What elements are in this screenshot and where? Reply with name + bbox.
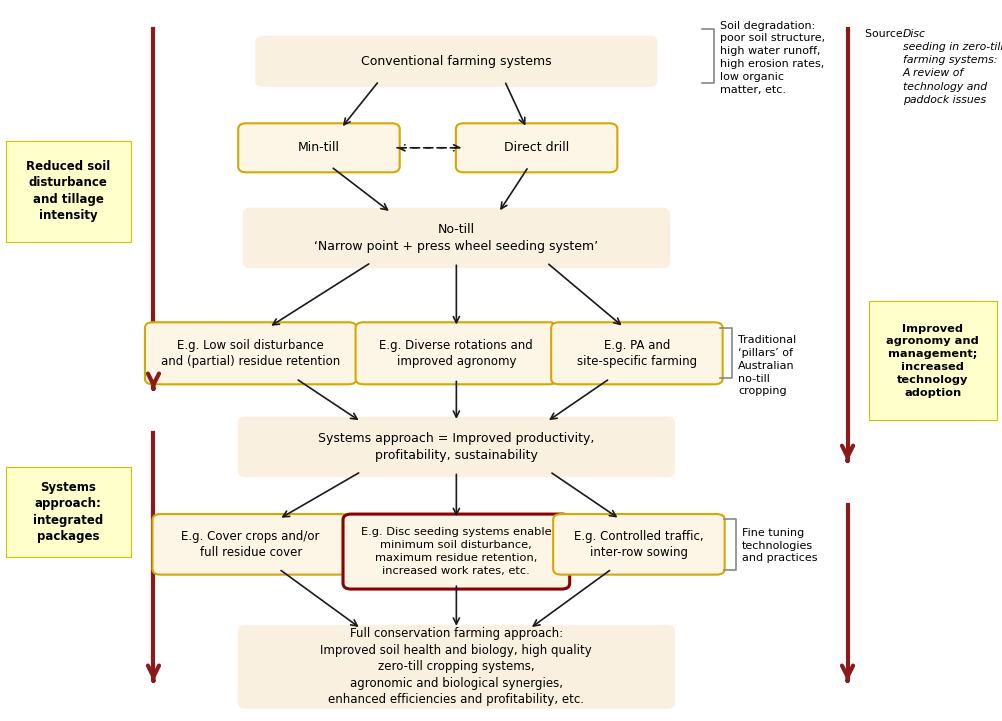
Text: Fine tuning
technologies
and practices: Fine tuning technologies and practices bbox=[741, 528, 817, 563]
Text: Reduced soil
disturbance
and tillage
intensity: Reduced soil disturbance and tillage int… bbox=[26, 160, 110, 222]
Text: Min-till: Min-till bbox=[298, 141, 340, 154]
Text: No-till
‘Narrow point + press wheel seeding system’: No-till ‘Narrow point + press wheel seed… bbox=[314, 224, 598, 252]
Text: Disc
seeding in zero-till
farming systems:
A review of
technology and
paddock is: Disc seeding in zero-till farming system… bbox=[902, 29, 1002, 105]
FancyBboxPatch shape bbox=[551, 322, 721, 384]
FancyBboxPatch shape bbox=[456, 123, 616, 172]
Text: Improved
agronomy and
management;
increased
technology
adoption: Improved agronomy and management; increa… bbox=[886, 324, 978, 397]
FancyBboxPatch shape bbox=[553, 514, 723, 575]
Text: E.g. Disc seeding systems enable
minimum soil disturbance,
maximum residue reten: E.g. Disc seeding systems enable minimum… bbox=[361, 527, 551, 576]
FancyBboxPatch shape bbox=[144, 322, 357, 384]
FancyBboxPatch shape bbox=[6, 141, 130, 242]
Text: E.g. Controlled traffic,
inter-row sowing: E.g. Controlled traffic, inter-row sowin… bbox=[573, 530, 703, 559]
Text: E.g. PA and
site-specific farming: E.g. PA and site-specific farming bbox=[576, 339, 696, 368]
Text: Soil degradation:
poor soil structure,
high water runoff,
high erosion rates,
lo: Soil degradation: poor soil structure, h… bbox=[719, 21, 825, 94]
Text: Full conservation farming approach:
Improved soil health and biology, high quali: Full conservation farming approach: Impr… bbox=[321, 627, 591, 707]
FancyBboxPatch shape bbox=[343, 514, 569, 589]
FancyBboxPatch shape bbox=[255, 35, 657, 87]
FancyBboxPatch shape bbox=[242, 208, 669, 268]
Text: E.g. Diverse rotations and
improved agronomy: E.g. Diverse rotations and improved agro… bbox=[379, 339, 533, 368]
FancyBboxPatch shape bbox=[868, 301, 996, 420]
FancyBboxPatch shape bbox=[356, 322, 557, 384]
FancyBboxPatch shape bbox=[6, 467, 130, 557]
Text: Source:: Source: bbox=[864, 29, 909, 39]
Text: Systems approach = Improved productivity,
profitability, sustainability: Systems approach = Improved productivity… bbox=[318, 433, 594, 461]
Text: Systems
approach:
integrated
packages: Systems approach: integrated packages bbox=[33, 481, 103, 543]
FancyBboxPatch shape bbox=[237, 417, 674, 477]
Text: Direct drill: Direct drill bbox=[503, 141, 569, 154]
FancyBboxPatch shape bbox=[238, 123, 399, 172]
Text: Conventional farming systems: Conventional farming systems bbox=[361, 55, 551, 68]
Text: E.g. Cover crops and/or
full residue cover: E.g. Cover crops and/or full residue cov… bbox=[181, 530, 320, 559]
Text: Traditional
‘pillars’ of
Australian
no-till
cropping: Traditional ‘pillars’ of Australian no-t… bbox=[737, 335, 796, 397]
FancyBboxPatch shape bbox=[237, 625, 674, 709]
FancyBboxPatch shape bbox=[152, 514, 349, 575]
Text: E.g. Low soil disturbance
and (partial) residue retention: E.g. Low soil disturbance and (partial) … bbox=[161, 339, 340, 368]
